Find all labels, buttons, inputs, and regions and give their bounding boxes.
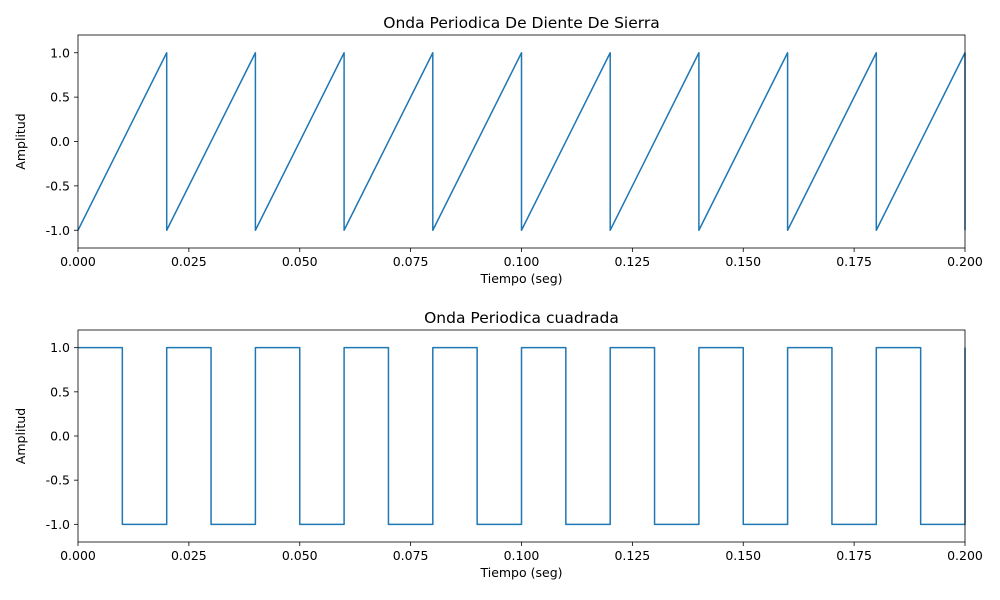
x-tick-label: 0.000 [60, 548, 96, 563]
x-tick-label: 0.175 [836, 548, 872, 563]
x-axis-label: Tiempo (seg) [479, 271, 562, 286]
y-tick-label: -0.5 [46, 473, 70, 488]
y-tick-label: 0.5 [50, 384, 70, 399]
y-tick-label: -1.0 [46, 223, 70, 238]
x-tick-label: 0.075 [393, 254, 429, 269]
x-axis-label: Tiempo (seg) [479, 565, 562, 580]
x-tick-label: 0.050 [282, 254, 318, 269]
x-tick-label: 0.125 [614, 548, 650, 563]
y-axis-label: Amplitud [13, 408, 28, 464]
x-tick-label: 0.100 [504, 254, 540, 269]
y-tick-label: 1.0 [50, 45, 70, 60]
y-tick-label: 0.5 [50, 90, 70, 105]
x-tick-label: 0.125 [614, 254, 650, 269]
chart-title: Onda Periodica De Diente De Sierra [383, 14, 659, 32]
x-tick-label: 0.100 [504, 548, 540, 563]
y-axis-label: Amplitud [13, 113, 28, 169]
series-line-1 [78, 346, 966, 526]
x-tick-label: 0.025 [171, 548, 207, 563]
y-tick-label: -0.5 [46, 178, 70, 193]
x-tick-label: 0.175 [836, 254, 872, 269]
series-line-1 [77, 52, 966, 231]
y-tick-label: -1.0 [46, 517, 70, 532]
y-tick-label: 0.0 [50, 429, 70, 444]
x-tick-label: 0.200 [947, 548, 983, 563]
chart-2: 0.000 0.025 0.050 0.075 0.100 0.125 0.150 0.175… [13, 309, 983, 580]
y-tick-label: 0.0 [50, 134, 70, 149]
chart-title: Onda Periodica cuadrada [424, 309, 619, 327]
x-tick-label: 0.200 [947, 254, 983, 269]
x-tick-label: 0.000 [60, 254, 96, 269]
x-tick-label: 0.150 [725, 254, 761, 269]
y-tick-label: 1.0 [50, 340, 70, 355]
x-tick-label: 0.025 [171, 254, 207, 269]
chart-1: 0.000 0.025 0.050 0.075 0.100 0.125 0.150 0.175… [13, 14, 983, 286]
x-tick-label: 0.050 [282, 548, 318, 563]
x-tick-label: 0.075 [393, 548, 429, 563]
x-tick-label: 0.150 [725, 548, 761, 563]
